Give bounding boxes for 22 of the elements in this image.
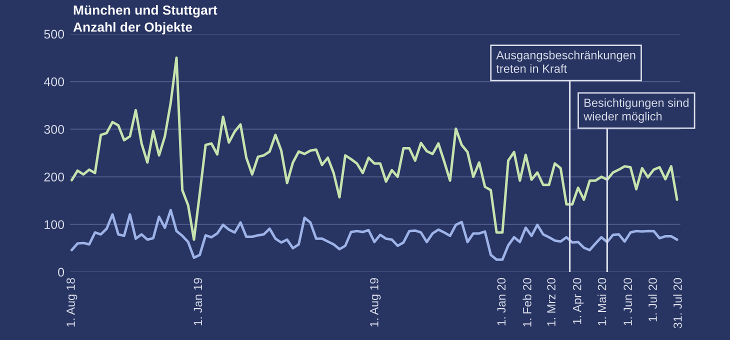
x-tick-label: 1. Mai 20 [598, 278, 606, 326]
y-tick-label: 0 [58, 268, 64, 277]
x-tick-label: 1. Apr 20 [572, 278, 584, 324]
x-tick-label: 1. Mrz 20 [547, 278, 556, 326]
x-tick-label: 1. Jul 20 [648, 278, 657, 322]
x-tick-label: 1. Aug 19 [370, 278, 381, 327]
ref-line-label: Besichtigungen sind wieder möglich [584, 98, 688, 123]
chart-title: München und Stuttgart [74, 5, 218, 18]
x-tick-label: 1. Feb 20 [522, 278, 532, 327]
x-tick-label: 1. Jan 20 [497, 278, 506, 326]
y-tick-label: 400 [44, 77, 64, 86]
x-tick-label: 31. Jul 20 [673, 278, 682, 328]
y-tick-label: 100 [44, 220, 64, 230]
y-tick-label: 200 [44, 172, 64, 182]
x-tick-label: 1. Jan 19 [194, 278, 202, 326]
x-tick-label: 1. Aug 18 [66, 278, 78, 327]
y-tick-label: 500 [44, 30, 64, 39]
chart-subtitle: Anzahl der Objekte [73, 22, 192, 34]
ref-line-label: Ausgangsbeschränkungen treten in Kraft [496, 50, 636, 73]
line-series [70, 208, 678, 261]
y-tick-label: 300 [44, 125, 64, 134]
x-tick-label: 1. Jun 20 [624, 278, 632, 326]
